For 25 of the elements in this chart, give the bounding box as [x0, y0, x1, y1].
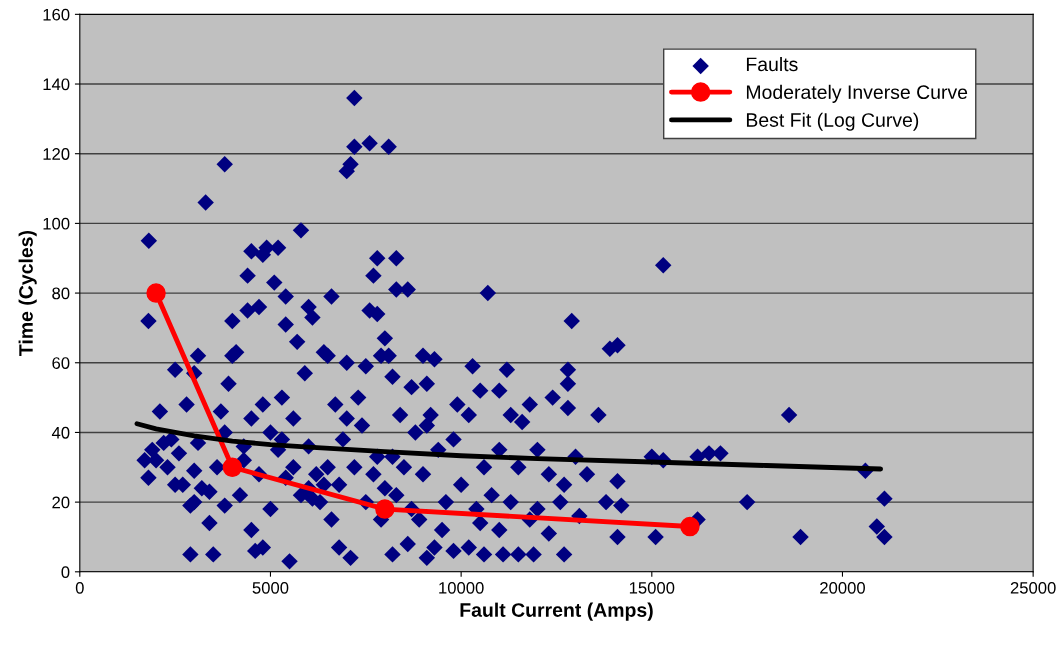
x-tick-label: 10000 [439, 581, 484, 594]
y-tick-label: 100 [43, 217, 70, 230]
legend-label: Faults [746, 56, 798, 72]
y-tick-label: 20 [52, 496, 70, 509]
point [680, 516, 700, 537]
y-tick-label: 120 [43, 148, 70, 160]
x-tick-label: 25000 [1010, 581, 1056, 594]
y-axis-title: Time (Cycles) [18, 230, 37, 356]
y-tick-label: 60 [52, 357, 70, 369]
x-tick-label: 15000 [629, 581, 675, 594]
point [146, 283, 166, 303]
x-tick-label: 20000 [820, 581, 865, 594]
point [375, 499, 395, 519]
y-tick-label: 160 [43, 8, 70, 21]
legend-label: Best Fit (Log Curve) [746, 112, 919, 131]
y-tick-label: 140 [43, 78, 70, 91]
x-tick-label: 5000 [252, 581, 289, 594]
legend-label: Moderately Inverse Curve [746, 84, 968, 103]
line-series [134, 421, 884, 472]
x-tick-label: 0 [75, 581, 84, 594]
x-axis-title: Fault Current (Amps) [460, 602, 653, 621]
y-tick-label: 40 [51, 426, 70, 439]
y-tick-label: 0 [61, 566, 70, 579]
y-tick-label: 80 [52, 287, 70, 300]
point [222, 457, 243, 478]
